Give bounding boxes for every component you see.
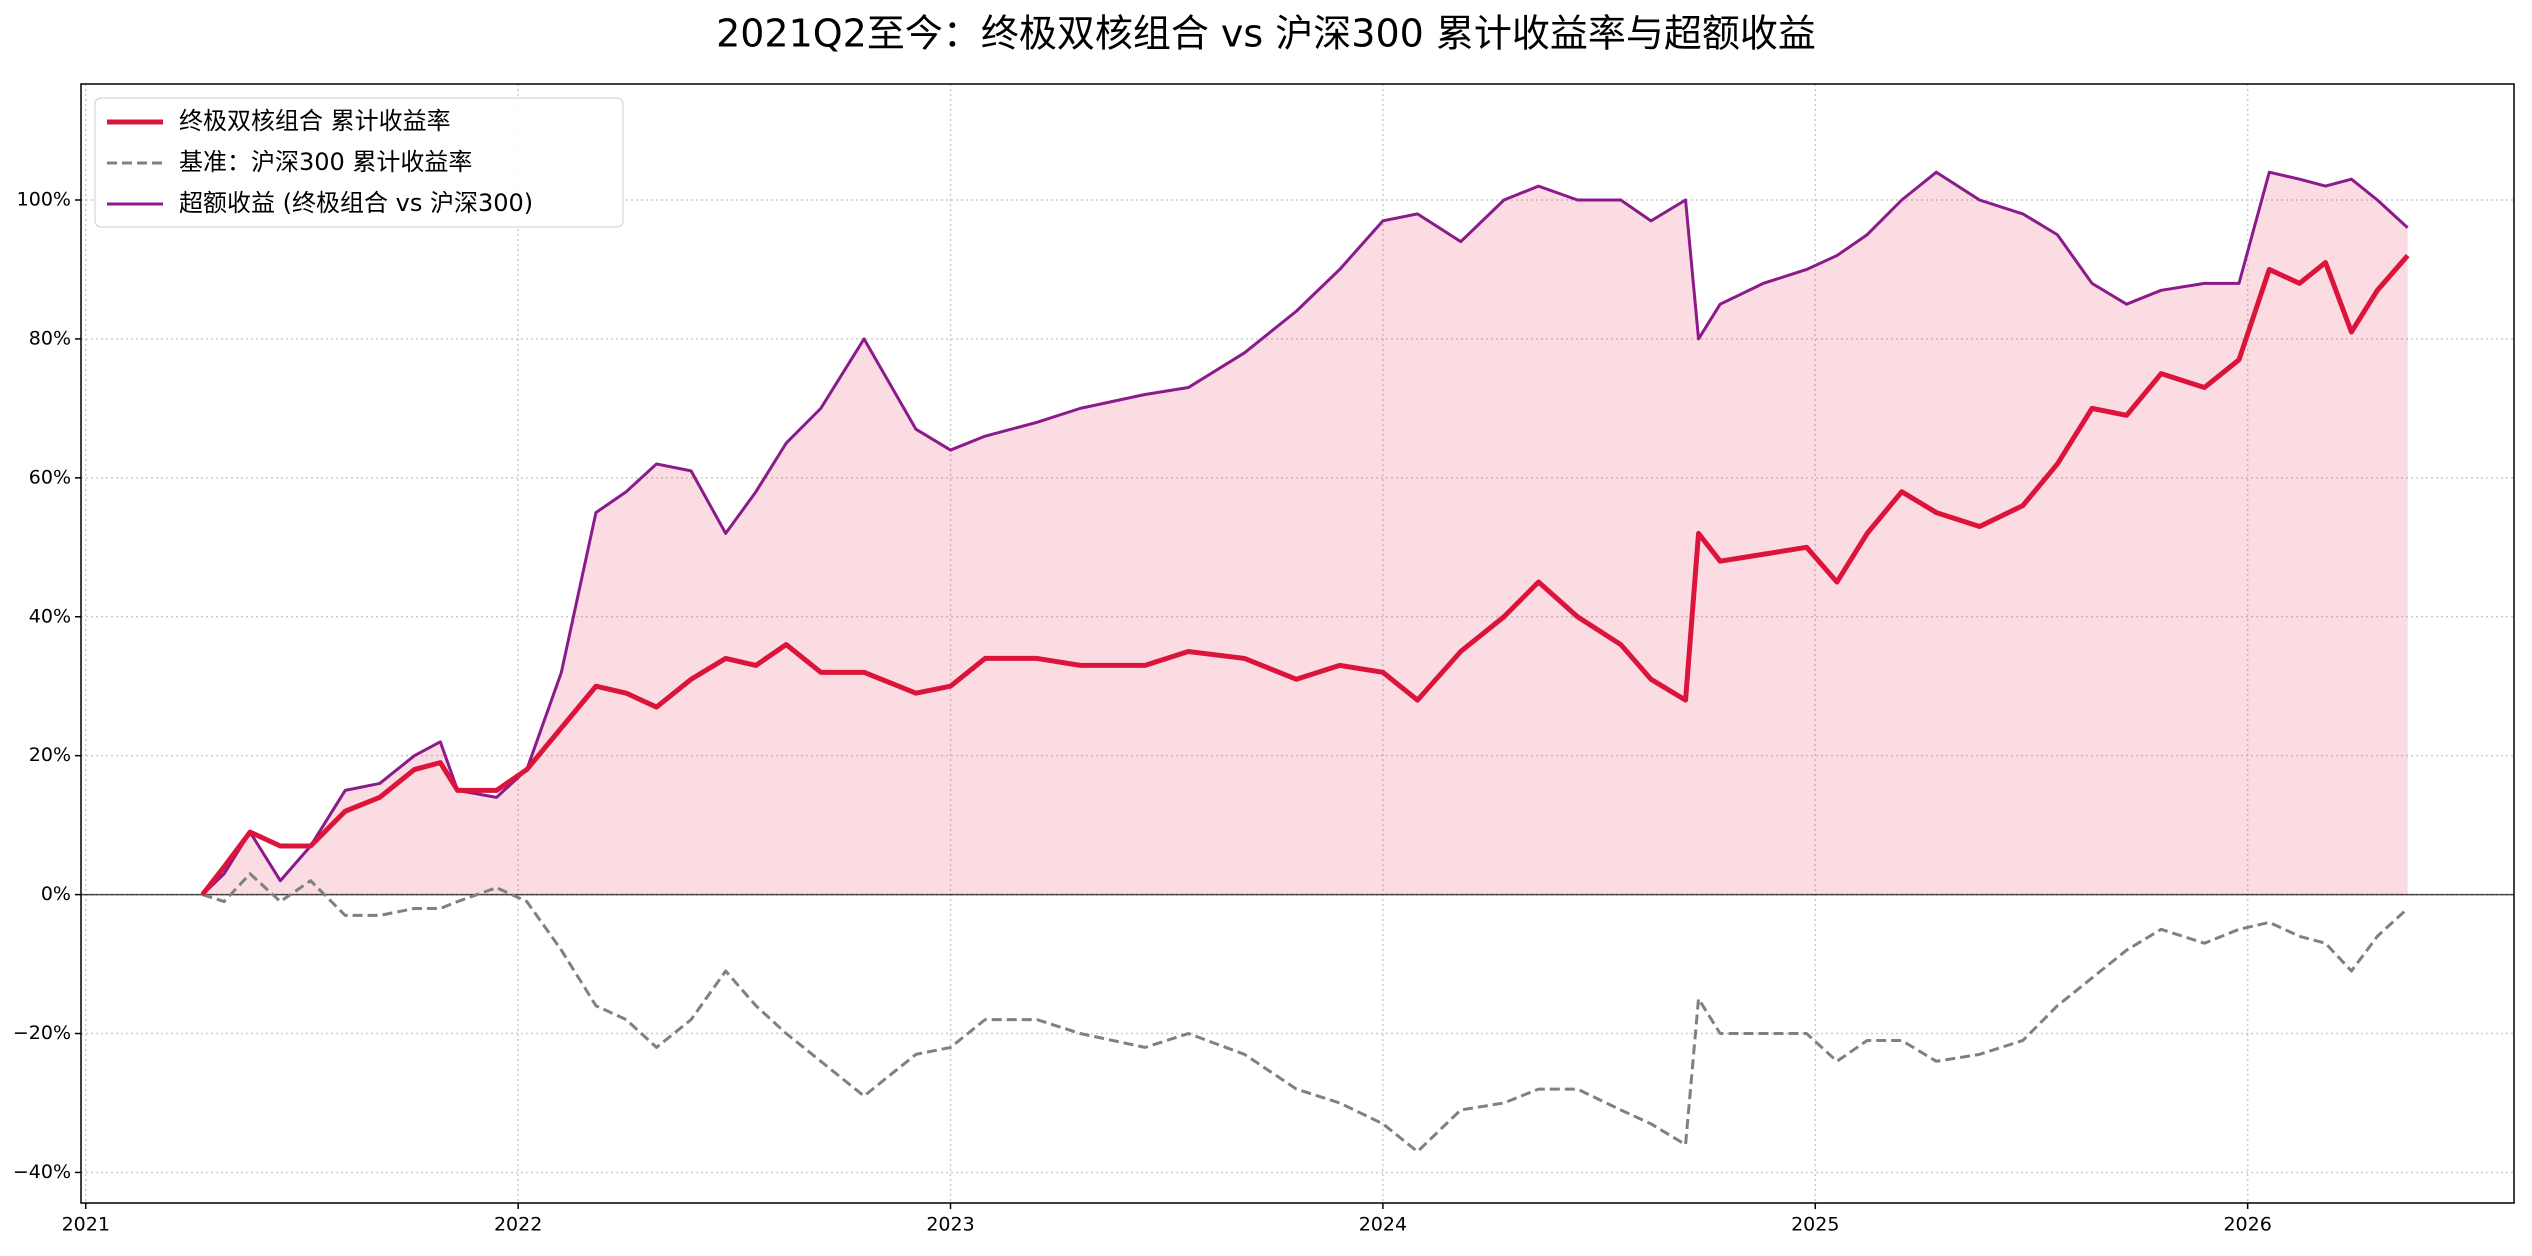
y-tick-label: 100% bbox=[17, 188, 71, 210]
x-tick-label: 2026 bbox=[2223, 1214, 2271, 1236]
series-line bbox=[202, 872, 2409, 1154]
x-tick-label: 2023 bbox=[926, 1214, 974, 1236]
x-tick-label: 2024 bbox=[1359, 1214, 1407, 1236]
y-tick-label: 40% bbox=[29, 605, 71, 627]
x-tick-label: 2021 bbox=[62, 1214, 110, 1236]
legend-label: 终极双核组合 累计收益率 bbox=[179, 107, 451, 135]
series-line bbox=[201, 170, 2409, 896]
legend-label: 超额收益 (终极组合 vs 沪深300) bbox=[179, 189, 533, 217]
y-tick-label: 80% bbox=[29, 327, 71, 349]
y-tick-label: 0% bbox=[41, 883, 71, 905]
chart-title: 2021Q2至今：终极双核组合 vs 沪深300 累计收益率与超额收益 bbox=[716, 12, 1816, 56]
x-tick-label: 2025 bbox=[1791, 1214, 1839, 1236]
y-tick-label: 20% bbox=[29, 744, 71, 766]
y-tick-label: −20% bbox=[13, 1022, 71, 1044]
legend-label: 基准：沪深300 累计收益率 bbox=[179, 148, 472, 176]
legend-box bbox=[94, 97, 624, 228]
y-tick-label: −40% bbox=[13, 1161, 71, 1183]
y-tick-label: 60% bbox=[29, 466, 71, 488]
x-tick-label: 2022 bbox=[494, 1214, 542, 1236]
series-line bbox=[200, 253, 2410, 897]
plot-frame bbox=[80, 83, 2515, 1204]
excess-area bbox=[202, 172, 2408, 895]
